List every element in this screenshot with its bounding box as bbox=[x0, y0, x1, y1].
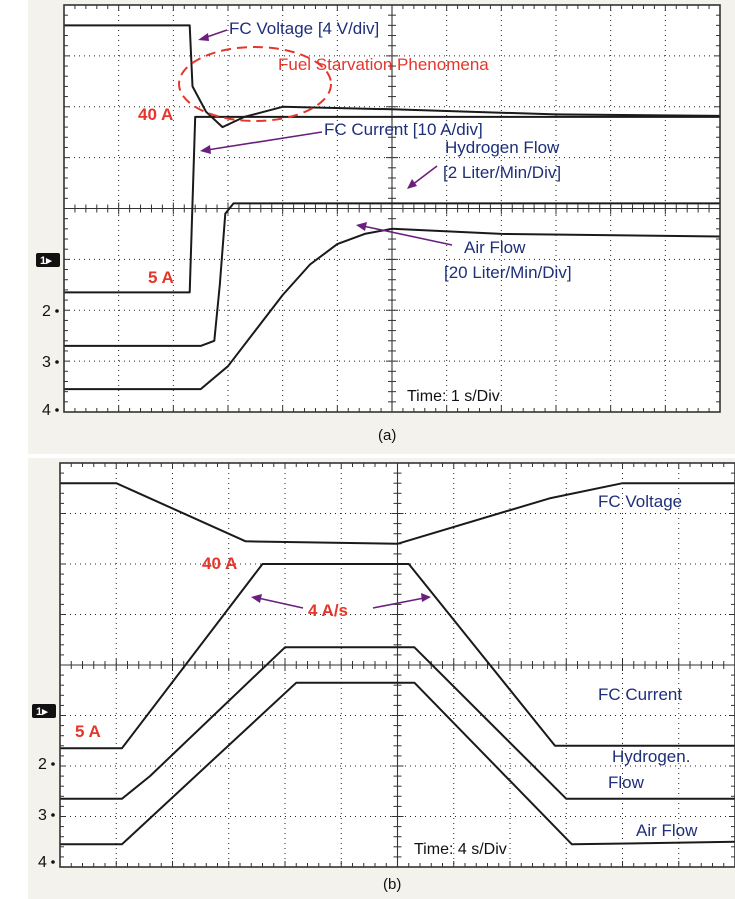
hydrogen-label-b-1: Hydrogen. bbox=[612, 747, 690, 766]
channel-1-marker-label: 1▸ bbox=[40, 255, 52, 267]
air-flow-label-a-1: Air Flow bbox=[464, 238, 526, 257]
current-40a-label-a: 40 A bbox=[138, 105, 173, 124]
channel-1-marker-label: 1▸ bbox=[36, 706, 48, 718]
panel-b-traces bbox=[60, 482, 735, 846]
ramp-arrow-left bbox=[257, 597, 304, 609]
channel-4-label: 4 bbox=[42, 402, 51, 419]
channel-4-label: 4 bbox=[38, 854, 47, 871]
fuel-starvation-ellipse bbox=[178, 46, 332, 122]
ramp-arrowhead-right bbox=[421, 593, 431, 602]
channel-3-dot bbox=[51, 813, 55, 817]
channel-4-dot bbox=[55, 408, 59, 412]
current-5a-label-a: 5 A bbox=[148, 268, 174, 287]
hydrogen-flow-label-a-2: [2 Liter/Min/Div] bbox=[443, 163, 561, 182]
channel-3-label: 3 bbox=[38, 807, 47, 824]
air-flow-label-a-2: [20 Liter/Min/Div] bbox=[444, 263, 572, 282]
panel-a-traces bbox=[64, 24, 721, 391]
time-scale-label-a: Time: 1 s/Div bbox=[407, 388, 500, 405]
air-flow-label-b: Air Flow bbox=[636, 821, 698, 840]
fc-voltage-label-a: FC Voltage [4 V/div] bbox=[229, 19, 379, 38]
air-flow-arrowhead-a bbox=[356, 222, 367, 231]
trace-fc-voltage-a bbox=[64, 24, 721, 129]
fc-current-label-a: FC Current [10 A/div] bbox=[324, 120, 483, 139]
fc-current-arrow-a bbox=[206, 131, 323, 151]
trace-fc-current-b bbox=[60, 563, 735, 750]
hydrogen-label-b-2: Flow bbox=[608, 773, 645, 792]
current-5a-label-b: 5 A bbox=[75, 722, 101, 741]
hydrogen-flow-arrow-a bbox=[411, 165, 438, 186]
trace-hydrogen-flow-b bbox=[60, 646, 735, 800]
ramp-arrowhead-left bbox=[251, 594, 262, 603]
hydrogen-flow-label-a-1: Hydrogen Flow bbox=[445, 138, 560, 157]
air-flow-arrow-a bbox=[362, 225, 453, 246]
fc-voltage-arrowhead-a bbox=[198, 33, 209, 41]
fc-current-label-b: FC Current bbox=[598, 685, 682, 704]
fc-voltage-label-b: FC Voltage bbox=[598, 492, 682, 511]
channel-2-label: 2 bbox=[38, 756, 47, 773]
panel-a-frame bbox=[63, 4, 721, 413]
channel-2-label: 2 bbox=[42, 303, 51, 320]
channel-1-marker bbox=[36, 253, 60, 267]
panel-b-frame bbox=[59, 462, 735, 868]
hydrogen-flow-arrowhead-a bbox=[407, 179, 417, 189]
trace-air-flow-b bbox=[60, 681, 735, 846]
panel-b: 1▸ 2 3 4 40 A 4 A/s 5 A FC Voltage FC Curre… bbox=[28, 458, 735, 899]
channel-3-label: 3 bbox=[42, 354, 51, 371]
trace-hydrogen-flow-a bbox=[64, 202, 720, 347]
fuel-starvation-label: Fuel Starvation Phenomena bbox=[278, 55, 489, 74]
time-scale-label-b: Time: 4 s/Div bbox=[414, 841, 507, 858]
panel-b-channel-labels: 1▸ 2 3 4 bbox=[32, 704, 56, 871]
channel-3-dot bbox=[55, 360, 59, 364]
panel-a: 1▸ 2 3 4 FC Voltage [4 V/div] Fuel Starvati… bbox=[28, 0, 735, 454]
channel-4-dot bbox=[51, 860, 55, 864]
trace-fc-voltage-b bbox=[60, 482, 735, 545]
panel-a-channel-labels: 1▸ 2 3 4 bbox=[36, 253, 60, 419]
current-40a-label-b: 40 A bbox=[202, 554, 237, 573]
channel-1-marker bbox=[32, 704, 56, 718]
ramp-rate-label: 4 A/s bbox=[308, 601, 348, 620]
fc-current-arrowhead-a bbox=[200, 145, 211, 154]
trace-air-flow-a bbox=[64, 227, 721, 391]
caption-b: (b) bbox=[383, 876, 401, 893]
ramp-arrow-right bbox=[372, 597, 425, 609]
channel-2-dot bbox=[55, 309, 59, 313]
trace-fc-current-a bbox=[64, 115, 720, 294]
caption-a: (a) bbox=[378, 427, 396, 444]
channel-2-dot bbox=[51, 762, 55, 766]
